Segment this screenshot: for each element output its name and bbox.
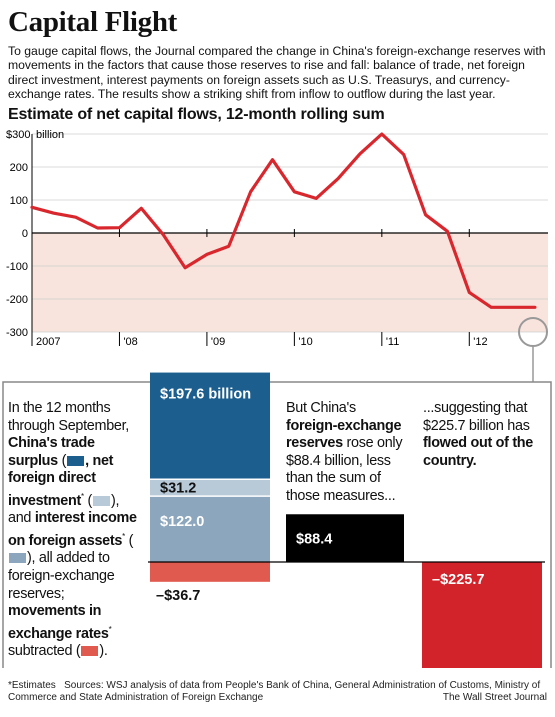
x-tick-label: '08 — [123, 336, 137, 348]
panel-text-col3: ...suggesting that $225.7 billion has fl… — [423, 400, 534, 469]
x-tick-label: 2007 — [36, 336, 60, 348]
x-tick-label: '11 — [386, 336, 400, 348]
y-tick-label: 0 — [22, 228, 28, 240]
intro-text: To gauge capital flows, the Journal comp… — [8, 44, 546, 101]
y-tick-label: $300 — [6, 129, 30, 141]
exchange-rates-value-label: –$36.7 — [156, 588, 200, 604]
x-tick-label: '09 — [211, 336, 225, 348]
x-tick-label: '12 — [473, 336, 487, 348]
interest-income-value-label: $122.0 — [160, 514, 204, 530]
outflow-bar — [422, 562, 542, 668]
exchange-rates-swatch — [81, 646, 99, 657]
footer-credit: The Wall Street Journal — [442, 692, 547, 703]
footer-sources: *Estimates Sources: WSJ analysis of data… — [8, 680, 541, 703]
y-tick-label: -300 — [6, 327, 28, 339]
interest-income-swatch — [9, 553, 26, 564]
fx-reserves-bar — [286, 514, 404, 562]
y-unit-label: billion — [36, 129, 64, 141]
panel-border — [2, 381, 552, 668]
panel-text-col1: In the 12 months through September, Chin… — [8, 400, 137, 660]
fdi-bar — [150, 479, 270, 497]
trade-surplus-swatch — [67, 455, 85, 466]
fdi-value-label: $31.2 — [160, 481, 196, 497]
fx-reserves-value-label: $88.4 — [296, 531, 332, 547]
line-chart: $300 billion 200 100 0 -100 -200 -300 2007 '08 '0… — [6, 129, 548, 382]
y-tick-label: 100 — [10, 195, 28, 207]
chart-title: Capital Flight — [8, 6, 178, 38]
negative-region-band — [32, 233, 548, 332]
trade-surplus-value-label: $197.6 billion — [160, 387, 251, 403]
y-tick-label: 200 — [10, 162, 28, 174]
outflow-value-label: –$225.7 — [432, 572, 484, 588]
y-tick-label: -100 — [6, 261, 28, 273]
line-chart-title: Estimate of net capital flows, 12-month … — [8, 106, 385, 123]
interest-income-bar — [150, 496, 270, 562]
x-tick-label: '10 — [298, 336, 312, 348]
exchange-rates-bar — [150, 562, 270, 582]
trade-surplus-bar — [150, 372, 270, 480]
breakdown-panel: $197.6 billion $31.2 $122.0 –$36.7 $88.4 –$22… — [2, 372, 552, 668]
net-capital-flows-line — [30, 132, 537, 309]
panel-text-col2: But China's foreign-exchange reserves ro… — [286, 400, 403, 504]
y-tick-label: -200 — [6, 294, 28, 306]
fdi-swatch — [93, 495, 111, 506]
